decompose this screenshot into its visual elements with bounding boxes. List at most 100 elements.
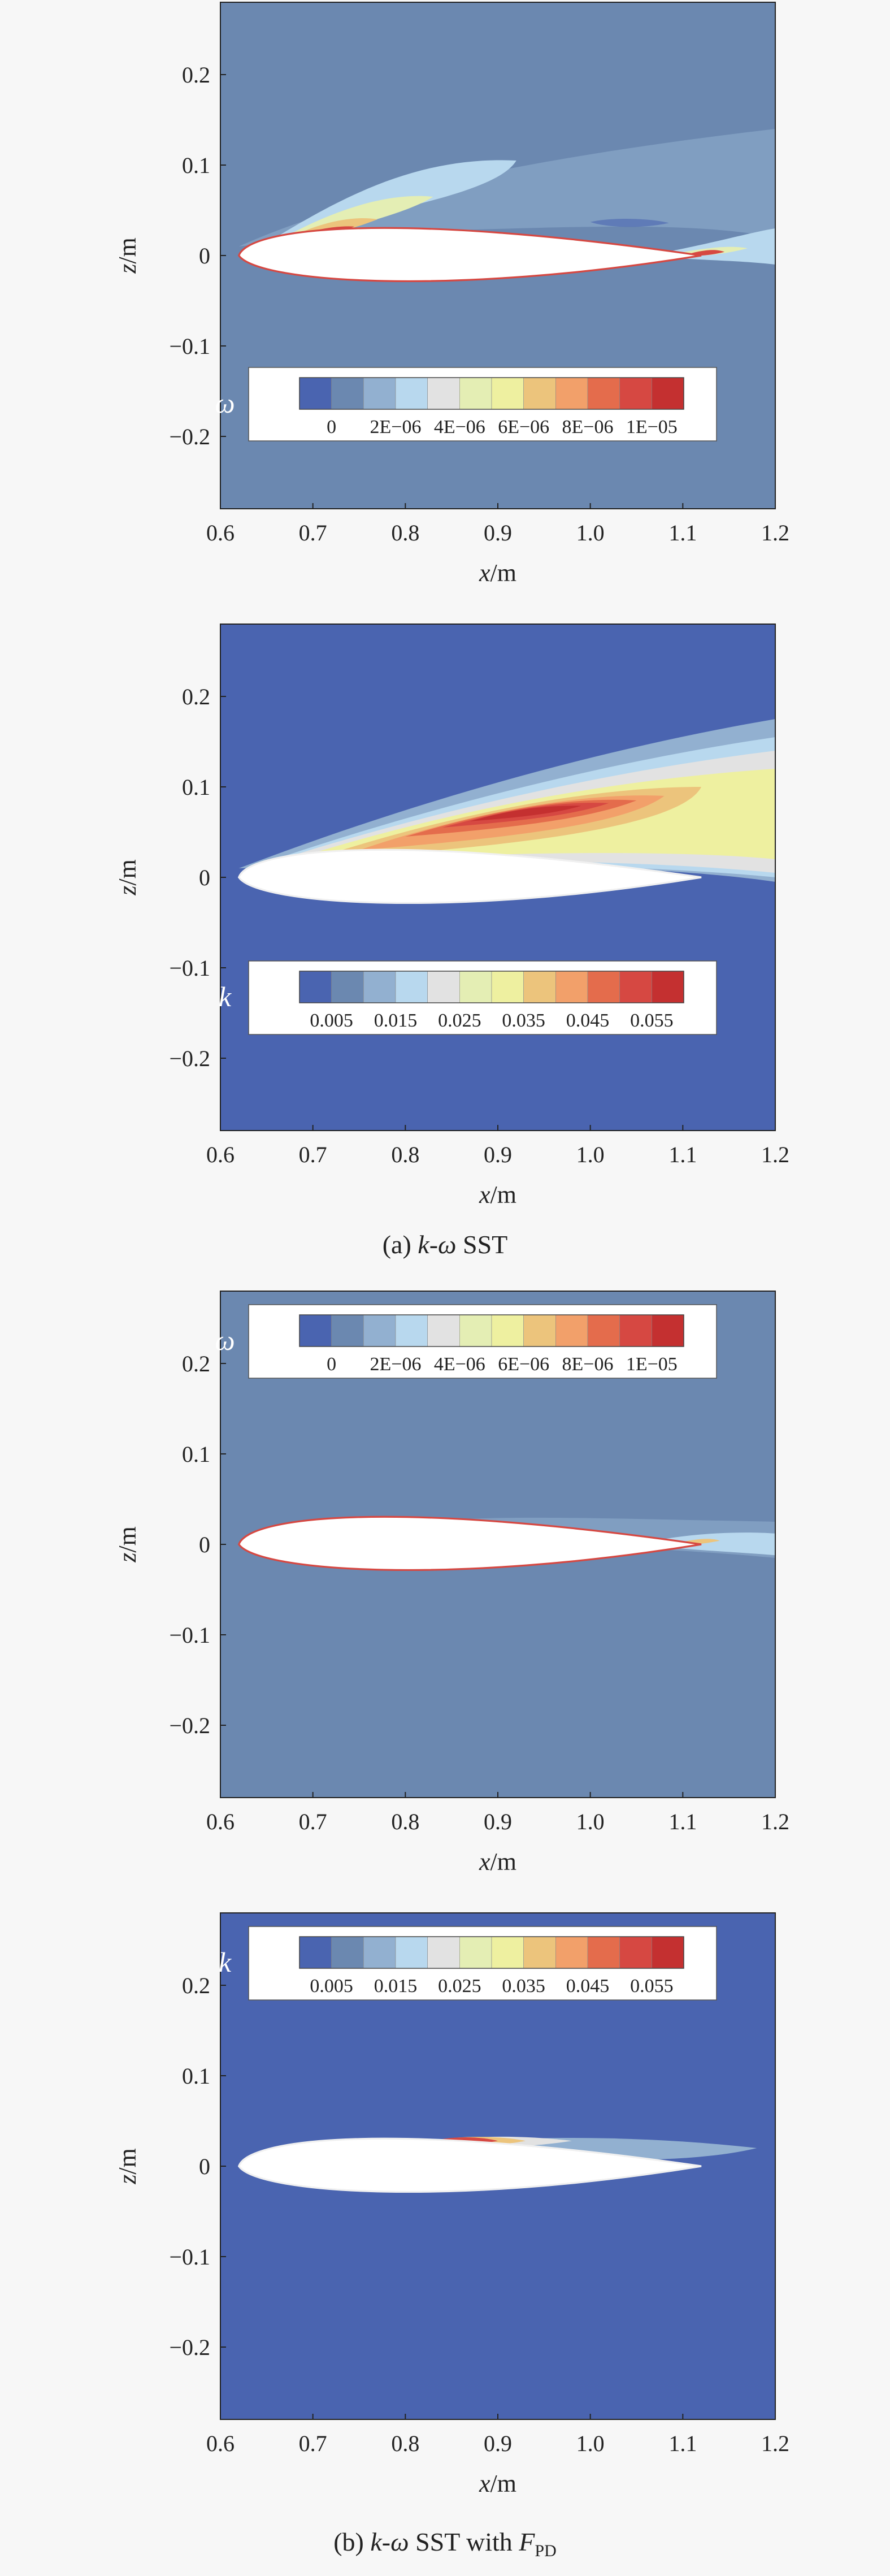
caption-a: (a) k-ω SST [382,1230,508,1259]
legend-swatch [555,377,588,410]
chart-svg: 0.6 0.7 0.8 0.9 1.0 1.1 1.20.20.10−0.1−0.2x/mz… [114,2,789,587]
airfoil [237,2137,702,2193]
x-axis-label-unit: /m [490,1181,516,1209]
x-tick-label: 1.1 [668,1809,697,1834]
y-tick-label: −0.1 [169,2244,210,2270]
legend-label: 0.045 [566,1010,610,1031]
legend-swatch [459,377,492,410]
x-axis-label-unit: /m [490,559,516,587]
legend-swatch [523,1314,556,1347]
legend-swatch [491,377,524,410]
legend-label: 1E−05 [626,1354,678,1375]
legend-swatch [331,377,364,410]
y-tick-label: −0.1 [169,1622,210,1648]
contour-region [636,1532,775,1556]
y-tick-label: 0.2 [182,1351,210,1376]
legend-swatch [395,1936,428,1969]
legend-label: 6E−06 [498,1354,549,1375]
legend-swatch [587,377,620,410]
y-tick-label: 0.1 [182,153,210,178]
y-tick-label: 0.1 [182,2063,210,2089]
x-axis-label-var: x [479,559,490,587]
legend-swatch [619,1314,652,1347]
legend-label: 0.045 [566,1976,610,1997]
legend-bar-frame [299,377,684,410]
x-tick-label: 0.7 [299,2431,327,2456]
legend-label: 0.015 [374,1010,418,1031]
y-tick-label: −0.2 [169,1713,210,1738]
airfoil [237,848,702,904]
x-tick-label: 1.1 [668,1142,697,1167]
legend-label: 2E−06 [370,417,422,438]
x-tick-label: 1.1 [668,520,697,545]
legend: k 0.005 0.015 0.025 0.035 0.045 0.055 [219,1926,717,2001]
caption-italic-model: k-ω [418,1230,457,1259]
legend-swatch [523,971,556,1003]
legend-swatch [395,971,428,1003]
y-axis-label-unit: /m [114,1526,141,1552]
legend-swatch [619,971,652,1003]
x-tick-label: 1.1 [668,2431,697,2456]
x-tick-label: 0.9 [484,1142,512,1167]
x-tick-label: 1.0 [576,1142,605,1167]
k-chart-b: 0.6 0.7 0.8 0.9 1.0 1.1 1.2 0.2 0.1 0 −0.1 −0.2 x/m z… [0,1911,890,2532]
legend-swatch [555,1314,588,1347]
legend-swatch [523,377,556,410]
y-axis-label: z/m [114,237,141,274]
caption-b-main: (b) k-ω SST with F [333,2527,535,2556]
caption-italic-f: F [519,2527,535,2556]
y-tick-label: −0.1 [169,334,210,359]
legend-label: 0.025 [438,1010,481,1031]
y-tick-label: 0.2 [182,684,210,709]
x-axis-label: x/m [479,559,516,587]
x-axis-label: x/m [479,1848,516,1876]
y-tick-label: 0 [199,2154,210,2179]
chart-svg: 0.6 0.7 0.8 0.9 1.0 1.1 1.20.20.10−0.1−0.2x/mz… [114,624,789,1209]
legend-bar-frame [299,1314,684,1347]
legend-symbol: ω [215,1324,235,1356]
legend-swatch [619,377,652,410]
k-chart-a: 0.6 0.7 0.8 0.9 1.0 1.1 1.2 0.2 0.1 0 −0.1 −0.2 x/m z… [0,622,890,1244]
caption-b-subscript: PD [535,2542,557,2561]
legend-swatch [363,1936,396,1969]
legend-bar-frame [299,971,684,1003]
x-tick-label: 0.9 [484,1809,512,1834]
legend-swatch [363,377,396,410]
y-axis-label: z/m [114,1526,141,1563]
legend-label: 4E−06 [434,1354,485,1375]
y-axis-label-var: z [114,2175,141,2185]
legend-label: 0 [327,417,336,438]
legend-swatch [652,1314,684,1347]
y-tick-label: 0.1 [182,1441,210,1467]
legend-swatch [299,1936,332,1969]
x-tick-label: 0.6 [206,520,235,545]
legend-swatch [523,1936,556,1969]
legend-swatch [427,1314,460,1347]
legend-label: 0 [327,1354,336,1375]
x-tick-label: 0.9 [484,2431,512,2456]
x-axis-label-unit: /m [490,2470,516,2497]
legend-swatch [555,971,588,1003]
x-axis-label: x/m [479,1181,516,1209]
y-axis-label: z/m [114,2148,141,2185]
legend-swatch [427,1936,460,1969]
legend-symbol: k [219,1946,232,1978]
legend-swatch [491,971,524,1003]
legend-label: 0.025 [438,1976,481,1997]
x-tick-label: 1.2 [761,520,789,545]
y-axis-label-var: z [114,886,141,896]
x-tick-label: 1.0 [576,1809,605,1834]
legend-swatch [331,1936,364,1969]
y-tick-label: −0.2 [169,1046,210,1071]
x-tick-label: 0.9 [484,520,512,545]
x-tick-label: 0.6 [206,1809,235,1834]
x-axis-label-var: x [479,1848,490,1876]
legend-swatch [587,1314,620,1347]
legend-label: 0.035 [502,1976,545,1997]
legend-swatch [491,1936,524,1969]
legend-label: 0.055 [630,1010,674,1031]
y-tick-label: −0.2 [169,2335,210,2360]
x-axis-label: x/m [479,2470,516,2497]
caption-italic-model: k-ω [370,2527,409,2556]
